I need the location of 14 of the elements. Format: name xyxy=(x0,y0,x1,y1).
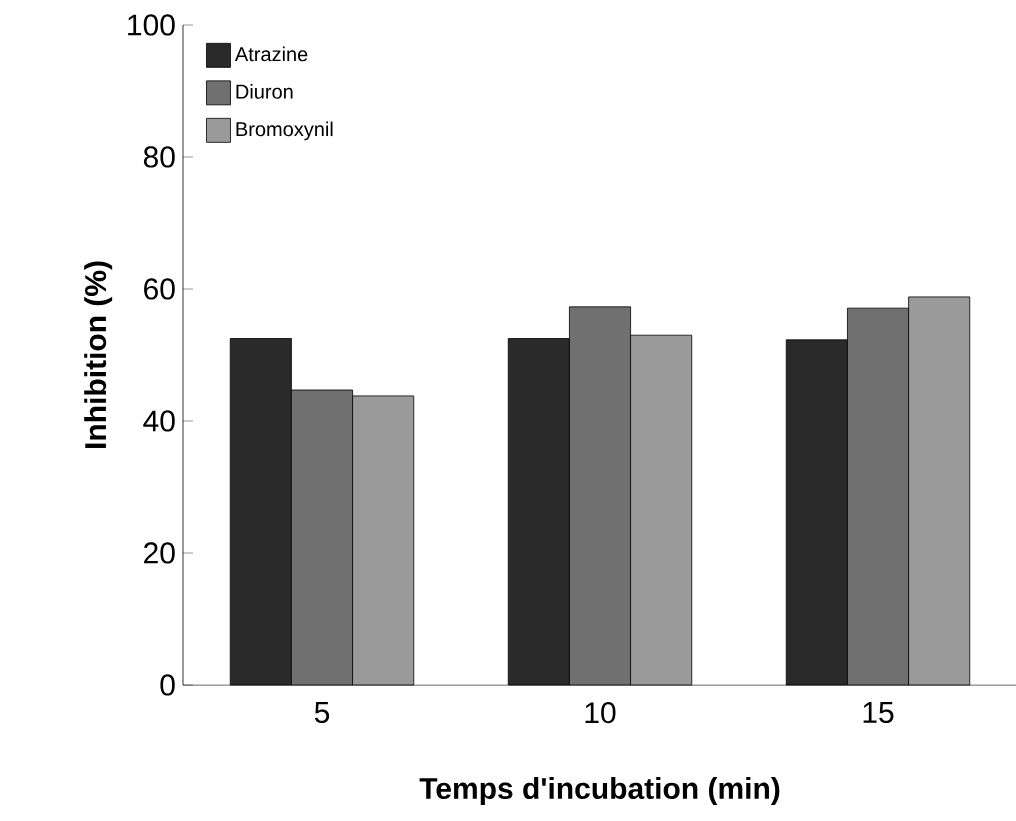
y-tick-label: 40 xyxy=(143,410,175,432)
y-tick-label: 100 xyxy=(128,14,175,36)
x-tick-label: 5 xyxy=(314,702,330,723)
x-tick-label: 10 xyxy=(585,702,616,724)
y-tick-label: 20 xyxy=(144,542,175,564)
legend-label: Atrazine xyxy=(234,46,308,62)
y-tick-label: 0 xyxy=(160,674,175,696)
y-tick-label: 60 xyxy=(144,278,175,300)
x-axis-title: Temps d'incubation (min) xyxy=(419,777,780,805)
legend-label: Diuron xyxy=(236,84,293,99)
legend-label: Bromoxynil xyxy=(236,121,333,141)
y-tick-label: 80 xyxy=(143,146,175,168)
y-axis-title: Inhibition (%) xyxy=(84,261,113,448)
x-tick-label: 15 xyxy=(863,702,894,723)
